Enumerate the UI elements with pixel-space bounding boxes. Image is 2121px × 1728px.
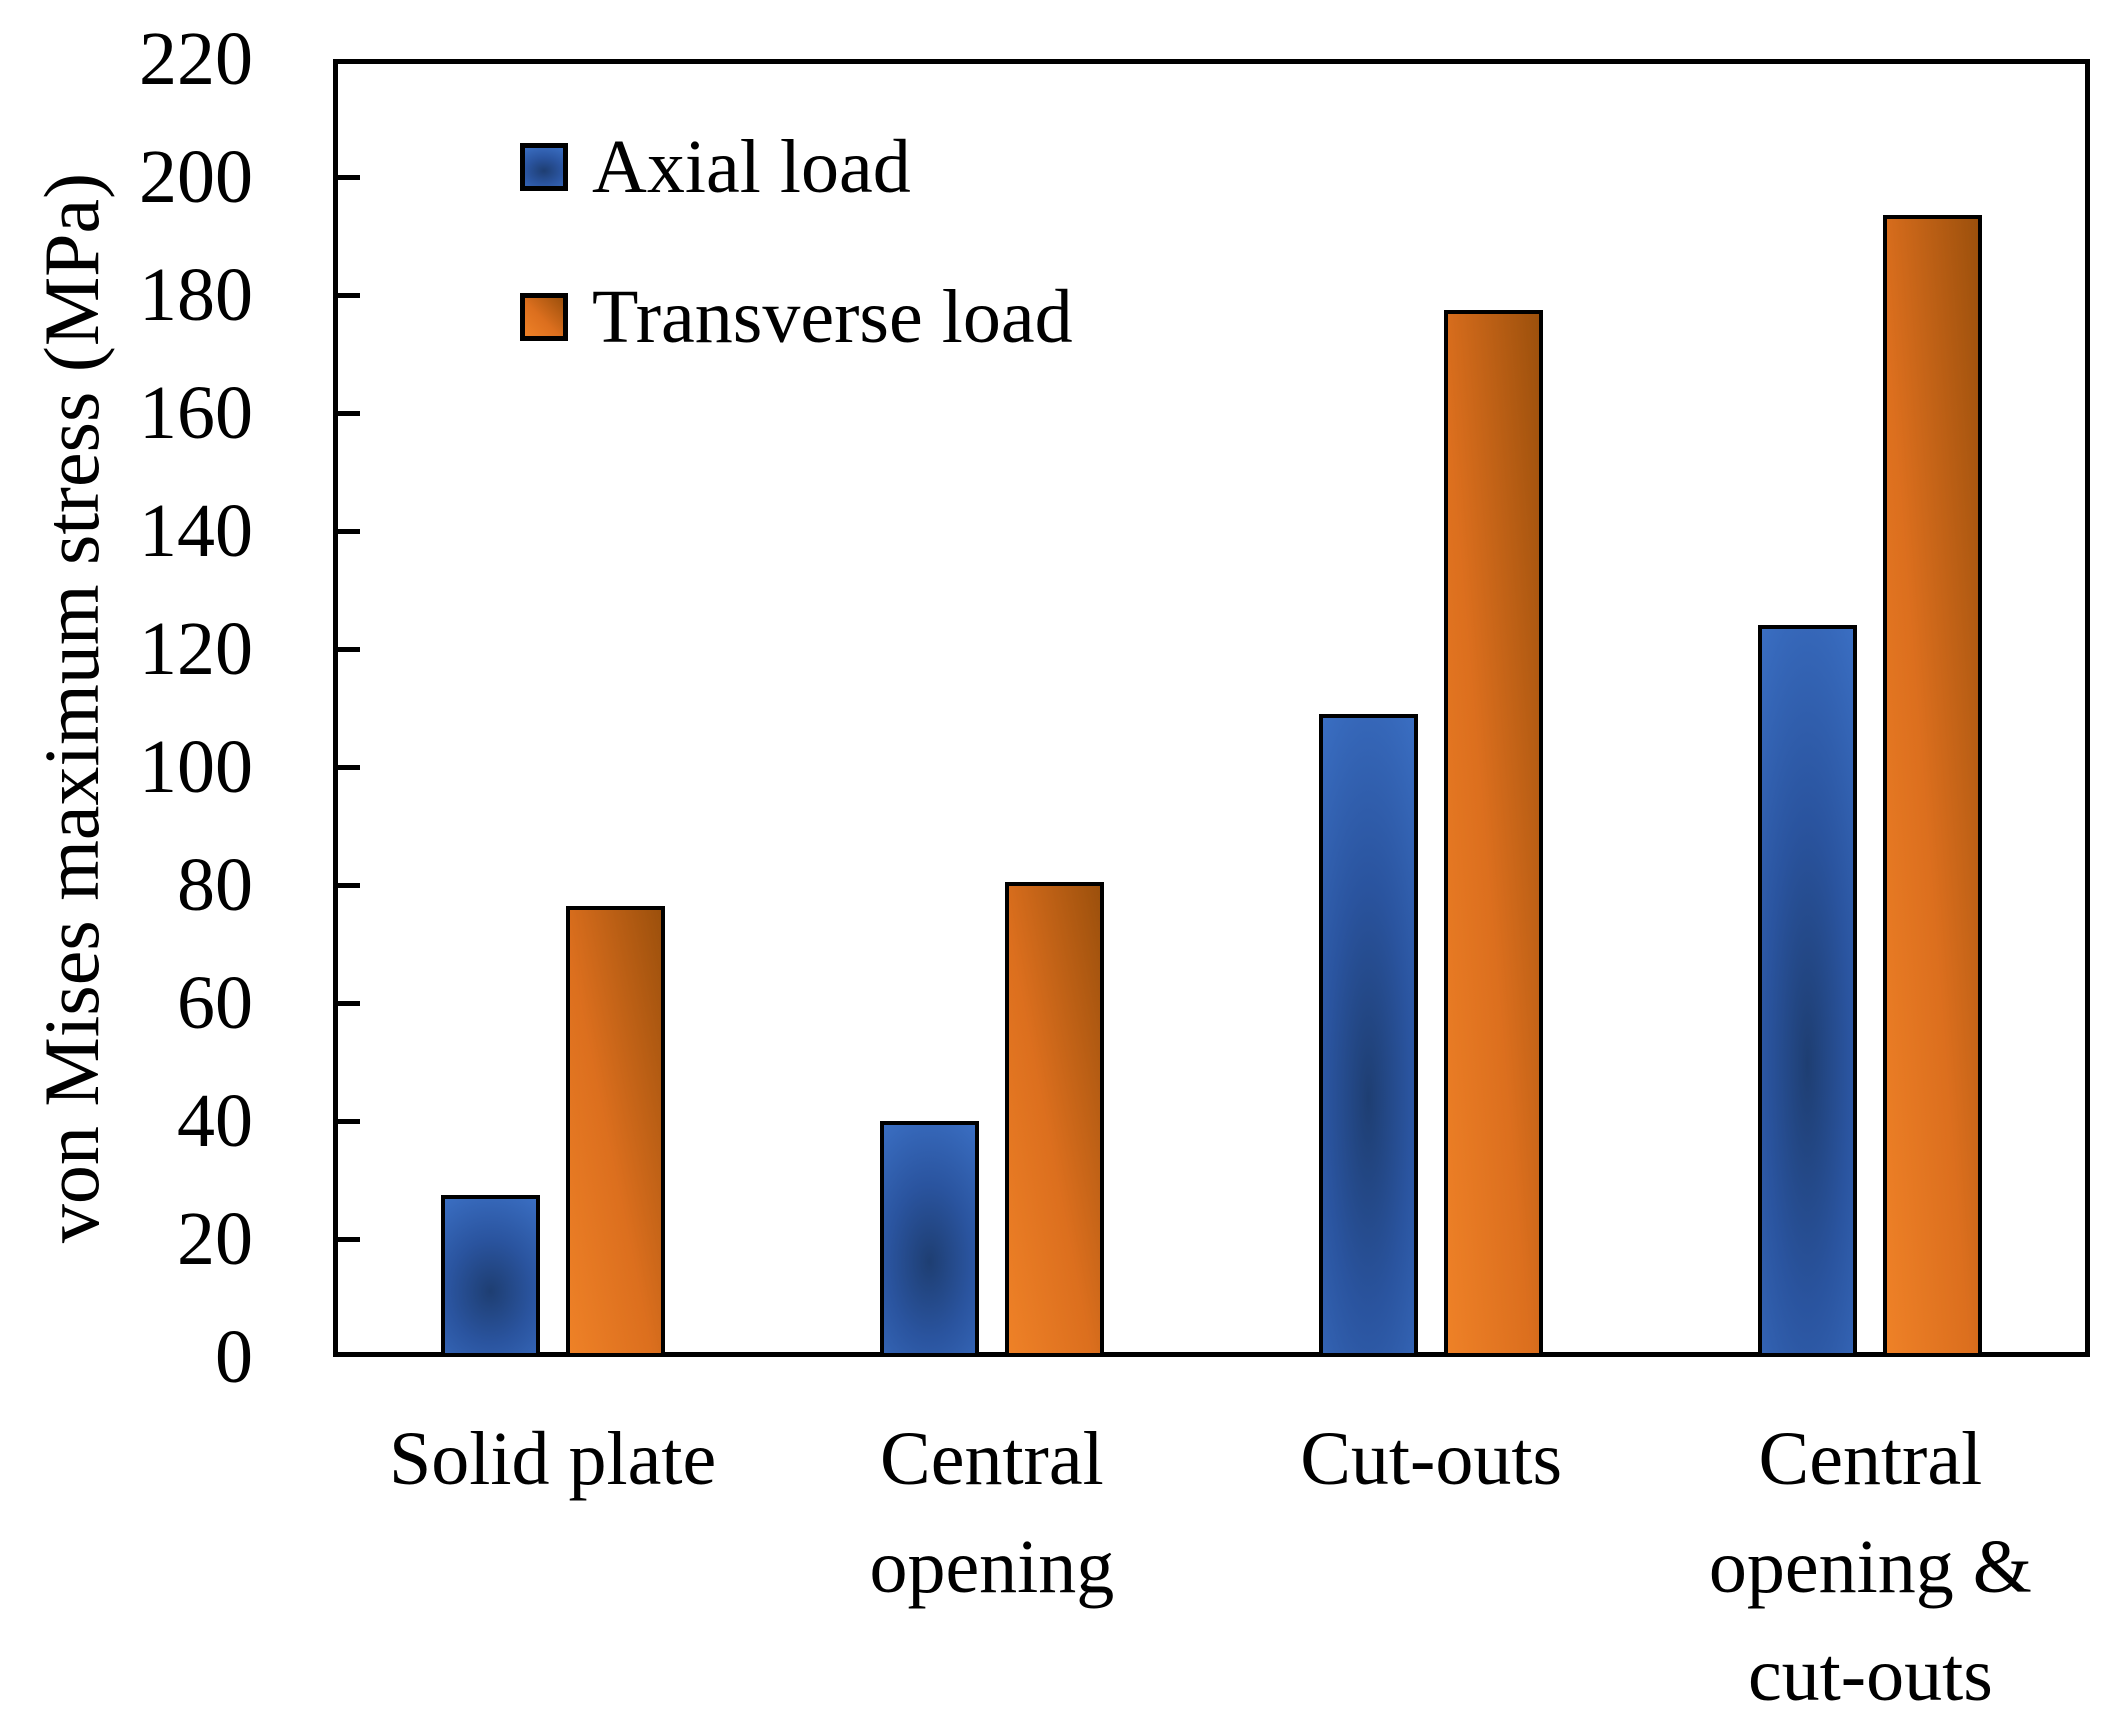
bar-axial-0 [440, 1194, 540, 1357]
legend-swatch-transverse [520, 293, 568, 341]
y-tick-label-100: 100 [139, 725, 253, 809]
bar-axial-1 [879, 1121, 979, 1357]
y-tick-200 [333, 174, 360, 180]
y-tick-40 [333, 1118, 360, 1124]
x-category-label-line: cut-outs [1747, 1633, 1993, 1717]
legend-label-axial: Axial load [592, 125, 911, 209]
plot-area [333, 59, 2090, 1357]
y-tick-160 [333, 410, 360, 416]
y-tick-label-140: 140 [139, 489, 253, 573]
y-tick-label-80: 80 [177, 843, 253, 927]
y-tick-label-20: 20 [177, 1197, 253, 1281]
legend-item-transverse: Transverse load [520, 279, 1073, 355]
y-tick-label-220: 220 [139, 17, 253, 101]
y-tick-label-200: 200 [139, 135, 253, 219]
y-tick-label-0: 0 [215, 1315, 253, 1399]
legend-item-axial: Axial load [520, 129, 911, 205]
x-category-label-2: Cut-outs [1191, 1405, 1671, 1513]
legend-label-transverse: Transverse load [592, 275, 1073, 359]
y-tick-label-60: 60 [177, 961, 253, 1045]
x-category-label-line: Central [880, 1417, 1104, 1501]
y-tick-180 [333, 292, 360, 298]
y-tick-140 [333, 528, 360, 534]
bar-axial-3 [1758, 625, 1858, 1357]
bar-transverse-1 [1004, 882, 1104, 1357]
y-tick-label-160: 160 [139, 371, 253, 455]
legend-swatch-axial [520, 143, 568, 191]
bar-transverse-2 [1444, 309, 1544, 1357]
x-category-label-3: Central opening & cut-outs [1630, 1405, 2110, 1728]
y-tick-120 [333, 646, 360, 652]
x-category-label-line: Central [1758, 1417, 1983, 1501]
bar-axial-2 [1319, 713, 1419, 1357]
x-category-label-line: Cut-outs [1300, 1417, 1563, 1501]
x-category-label-line: Solid plate [389, 1417, 717, 1501]
bar-transverse-0 [565, 905, 665, 1357]
y-tick-100 [333, 764, 360, 770]
y-tick-20 [333, 1236, 360, 1242]
bar-transverse-3 [1883, 215, 1983, 1357]
y-tick-label-120: 120 [139, 607, 253, 691]
y-tick-label-180: 180 [139, 253, 253, 337]
y-tick-label-40: 40 [177, 1079, 253, 1163]
x-category-label-1: Central opening [752, 1405, 1232, 1621]
x-category-label-0: Solid plate [313, 1405, 793, 1513]
x-category-label-line: opening [869, 1525, 1115, 1609]
x-category-label-line: opening & [1708, 1525, 2032, 1609]
y-tick-80 [333, 882, 360, 888]
y-tick-60 [333, 1000, 360, 1006]
